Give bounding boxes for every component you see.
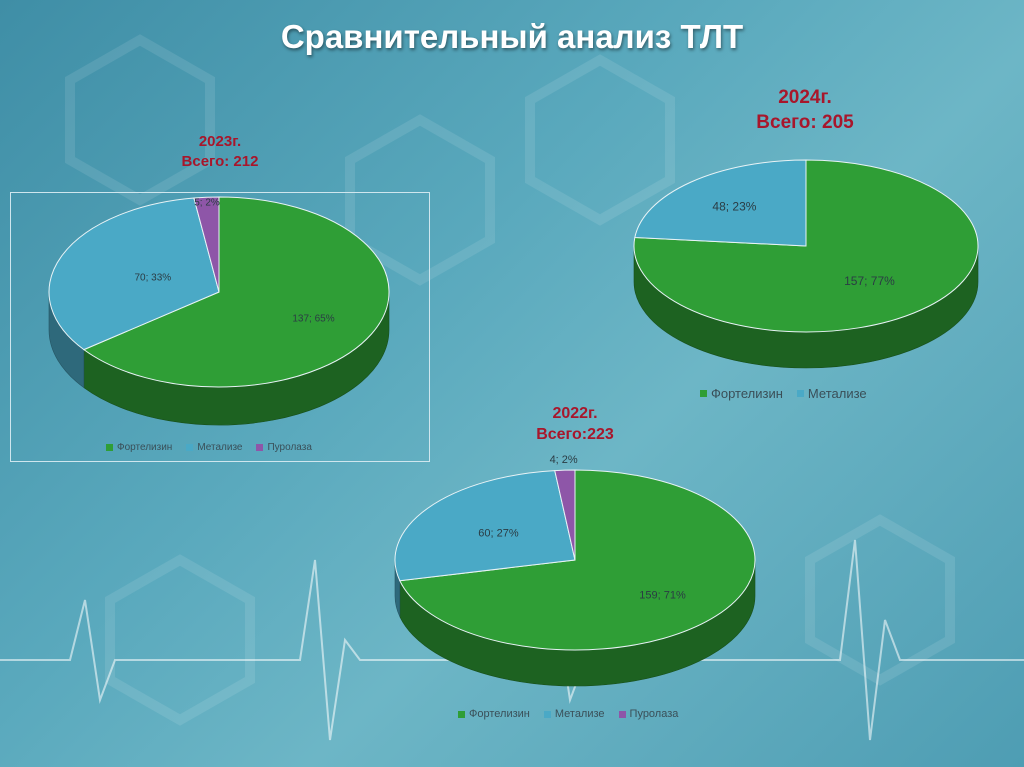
- legend-label: Фортелизин: [117, 442, 173, 453]
- legend-swatch: [700, 390, 707, 397]
- legend-item-fortelizin: Фортелизин: [106, 442, 172, 453]
- legend-swatch: [106, 444, 113, 451]
- chart-2024-legend: Фортелизин Метализе: [700, 386, 867, 401]
- chart-2023-legend: Фортелизин Метализе Пуролаза: [106, 442, 312, 453]
- chart-2022-total: Всего:223: [536, 425, 614, 443]
- chart-2022-year: 2022г.: [552, 405, 598, 422]
- legend-item-purolaza: Пуролаза: [618, 708, 679, 720]
- legend-label: Метализе: [554, 708, 605, 720]
- chart-2024-year: 2024г.: [778, 87, 832, 108]
- data-label-metalize: 70; 33%: [134, 272, 171, 283]
- data-label-metalize: 60; 27%: [478, 528, 519, 540]
- legend-label: Фортелизин: [469, 708, 530, 720]
- chart-2023-year: 2023г.: [198, 133, 242, 150]
- legend-label: Метализе: [807, 386, 867, 401]
- page-title: Сравнительный анализ ТЛТ: [280, 18, 744, 55]
- pie-slice-purolaza: [193, 196, 220, 293]
- legend-item-purolaza: Пуролаза: [256, 442, 312, 453]
- pie-slice-purolaza: [554, 469, 576, 561]
- legend-item-fortelizin: Фортелизин: [700, 386, 783, 401]
- legend-item-fortelizin: Фортелизин: [458, 708, 530, 720]
- legend-item-metalize: Метализе: [186, 442, 242, 453]
- chart-2023-frame: [10, 192, 430, 462]
- legend-item-metalize: Метализе: [796, 386, 867, 401]
- chart-2024-heading: 2024г. Всего: 205: [720, 86, 890, 135]
- chart-2022-heading: 2022г. Всего:223: [490, 404, 660, 446]
- chart-2023-heading: 2023г. Всего: 212: [140, 132, 300, 171]
- legend-swatch: [618, 710, 626, 718]
- data-label-fortelizin: 137; 65%: [292, 313, 334, 324]
- legend-label: Пуролаза: [267, 442, 312, 453]
- chart-2023-total: Всего: 212: [181, 152, 259, 170]
- chart-2022-legend: Фортелизин Метализе Пуролаза: [458, 708, 678, 720]
- data-label-purolaza: 4; 2%: [550, 454, 578, 466]
- data-label-fortelizin: 157; 77%: [844, 274, 895, 288]
- pie-slice-fortelizin: [399, 469, 756, 651]
- pie-slice-fortelizin: [82, 196, 390, 388]
- legend-swatch: [256, 444, 264, 451]
- chart-2024-total: Всего: 205: [756, 111, 854, 133]
- legend-label: Пуролаза: [629, 708, 679, 720]
- pie-slice-metalize: [634, 159, 807, 247]
- legend-swatch: [458, 710, 465, 718]
- data-label-fortelizin: 159; 71%: [639, 589, 686, 601]
- legend-swatch: [796, 390, 804, 397]
- legend-label: Метализе: [197, 442, 243, 453]
- legend-label: Фортелизин: [711, 386, 783, 401]
- pie-slice-metalize: [48, 197, 220, 351]
- legend-swatch: [186, 444, 194, 451]
- data-label-purolaza: 5; 2%: [194, 197, 220, 208]
- legend-swatch: [543, 710, 551, 718]
- pie-slice-metalize: [394, 470, 576, 582]
- legend-item-metalize: Метализе: [543, 708, 605, 720]
- data-label-metalize: 48; 23%: [712, 199, 756, 213]
